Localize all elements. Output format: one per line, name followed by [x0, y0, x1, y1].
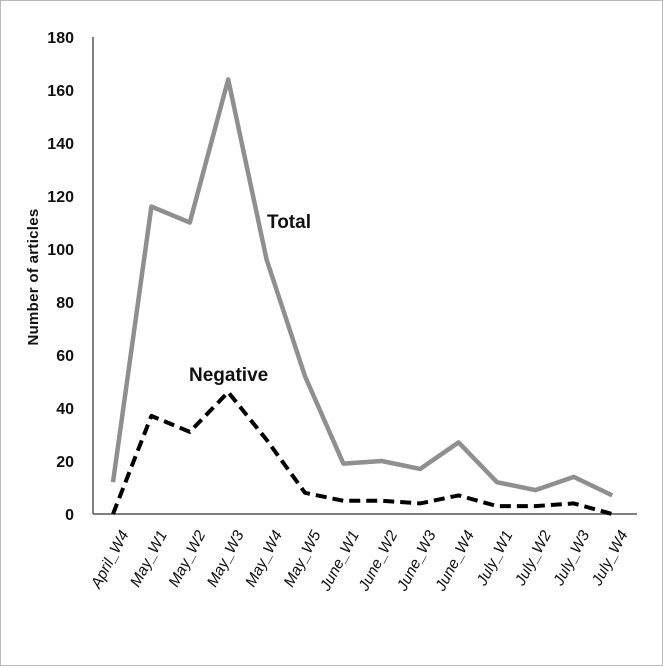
series-lines — [110, 77, 614, 516]
y-tick-label: 120 — [47, 189, 74, 206]
x-tick-label: May_W5 — [281, 528, 325, 590]
y-axis-label: Number of articles — [25, 208, 42, 345]
y-tick-labels: 0 20 40 60 80 100 120 140 160 180 — [47, 30, 74, 524]
series-label-total: Total — [267, 212, 311, 233]
y-tick-label: 100 — [47, 242, 74, 259]
x-tick-label: May_W1 — [127, 528, 171, 590]
x-tick-label: July_W2 — [512, 528, 556, 590]
y-tick-label: 160 — [47, 83, 74, 100]
y-tick-label: 60 — [56, 348, 74, 365]
x-tick-label: May_W4 — [242, 528, 286, 590]
y-tick-label: 0 — [65, 507, 74, 524]
x-tick-label: May_W3 — [204, 528, 248, 590]
x-tick-label: June_W4 — [432, 528, 478, 595]
series-line-negative — [111, 390, 613, 516]
series-line-total — [110, 77, 614, 498]
x-tick-label: July_W4 — [588, 528, 632, 590]
x-tick-label: July_W1 — [473, 528, 516, 589]
x-tick-label: April_W4 — [88, 528, 133, 593]
y-tick-label: 140 — [47, 136, 74, 153]
series-labels: Total Negative — [189, 212, 311, 386]
y-tick-label: 20 — [56, 454, 74, 471]
x-tick-label: July_W3 — [550, 528, 594, 590]
x-tick-label: May_W2 — [166, 528, 210, 590]
y-tick-label: 40 — [56, 401, 74, 418]
axes — [92, 37, 637, 515]
y-tick-label: 80 — [56, 295, 74, 312]
y-tick-label: 180 — [47, 30, 74, 47]
series-label-negative: Negative — [189, 365, 268, 386]
